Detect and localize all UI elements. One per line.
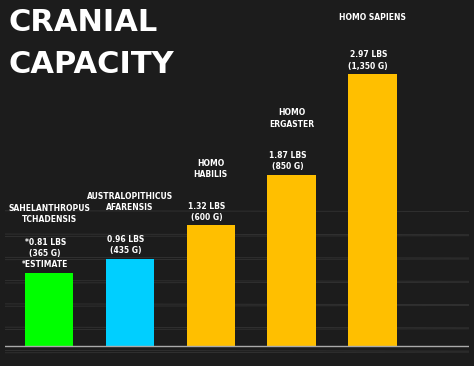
Bar [106,258,154,346]
Text: 1.32 LBS
(600 G): 1.32 LBS (600 G) [188,202,225,222]
Text: CRANIAL: CRANIAL [9,8,158,37]
Text: 0.96 LBS
(435 G): 0.96 LBS (435 G) [107,235,145,255]
Bar [25,273,73,346]
Bar [267,175,316,346]
Bar [186,225,235,346]
Text: 2.97 LBS
(1,350 G): 2.97 LBS (1,350 G) [348,51,388,71]
Text: SAHELANTHROPUS
TCHADENSIS: SAHELANTHROPUS TCHADENSIS [8,204,90,224]
Text: HOMO SAPIENS: HOMO SAPIENS [339,13,406,22]
Text: HOMO
ERGASTER: HOMO ERGASTER [269,108,314,128]
Bar [348,74,397,346]
Text: AUSTRALOPITHICUS
AFARENSIS: AUSTRALOPITHICUS AFARENSIS [87,192,173,212]
Text: 1.87 LBS
(850 G): 1.87 LBS (850 G) [269,151,306,171]
Text: HOMO
HABILIS: HOMO HABILIS [194,159,228,179]
Text: CAPACITY: CAPACITY [9,50,174,79]
Text: *0.81 LBS
(365 G)
*ESTIMATE: *0.81 LBS (365 G) *ESTIMATE [22,238,68,269]
